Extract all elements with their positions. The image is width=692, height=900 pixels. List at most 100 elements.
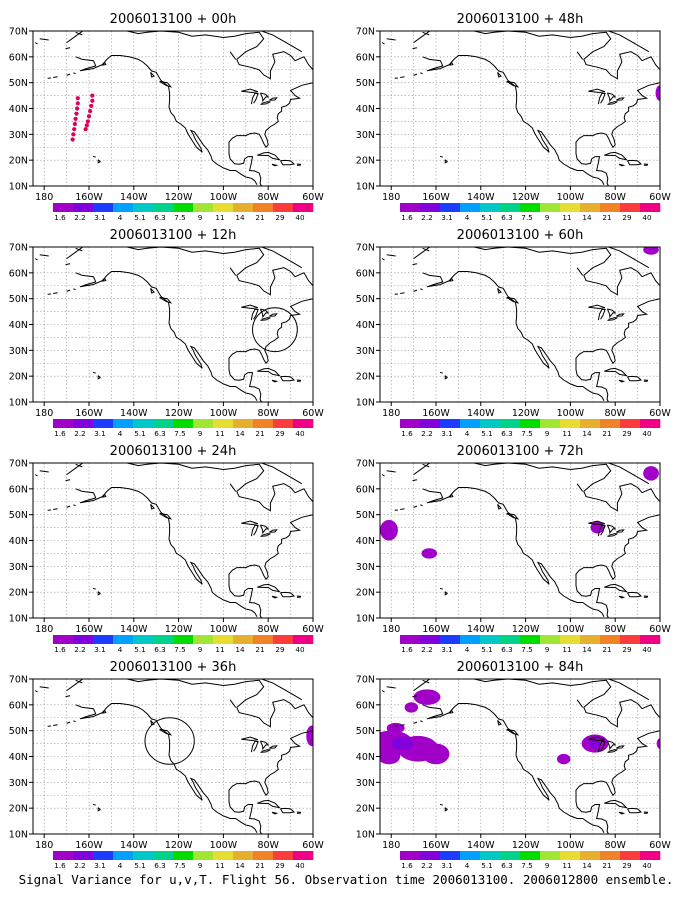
colorbar-swatch (253, 419, 274, 428)
coastline (422, 679, 430, 684)
colorbar-swatch (293, 635, 314, 644)
colorbar-label: 2.2 (421, 645, 432, 654)
coastline (413, 73, 418, 76)
colorbar-label: 3.1 (441, 861, 452, 870)
coastline (386, 38, 396, 41)
colorbar-swatch (273, 419, 294, 428)
y-tick-label: 60N (9, 268, 28, 279)
colorbar-swatch (420, 203, 441, 212)
map-panel: 2006013100 + 36h 180 160W 140W 120W 100W 80W 60… (9, 660, 325, 870)
coastline (604, 583, 628, 593)
coastline (439, 803, 443, 806)
y-tick-label: 50N (9, 726, 28, 737)
y-tick-label: 60N (9, 484, 28, 495)
x-tick-label: 180 (35, 840, 53, 851)
coastline (643, 163, 649, 166)
colorbar-swatch (640, 635, 661, 644)
x-tick-label: 140W (120, 408, 148, 419)
colorbar-label: 1.6 (401, 645, 413, 654)
y-tick-label: 10N (9, 182, 28, 193)
observation-dot (84, 123, 89, 128)
colorbar-swatch (480, 203, 501, 212)
map-area (33, 31, 313, 186)
coastline (400, 508, 405, 510)
coastline (259, 740, 270, 751)
colorbar-swatch (213, 851, 234, 860)
colorbar-label: 9 (198, 429, 203, 438)
coastline (506, 296, 520, 304)
coastline (92, 587, 96, 590)
coastline (627, 159, 643, 166)
coastline (260, 749, 271, 753)
coastline (66, 31, 313, 80)
observation-dot (75, 96, 80, 101)
colorbar-swatch (173, 635, 194, 644)
colorbar-swatch (133, 203, 154, 212)
coastline (618, 379, 626, 383)
coastline (448, 710, 454, 714)
coastline (39, 38, 49, 41)
coastline (280, 807, 296, 814)
map-panel: 2006013100 + 00h 180 160W 140W 120W 100W 80W 60… (9, 12, 325, 222)
colorbar-label: 1.6 (54, 645, 66, 654)
coastline (448, 494, 454, 498)
coastline (159, 80, 173, 88)
coastline (497, 71, 502, 78)
colorbar-label: 9 (545, 645, 550, 654)
colorbar-label: 21 (255, 213, 264, 222)
coastline (576, 51, 584, 60)
coastline (606, 740, 617, 751)
colorbar-swatch (233, 203, 254, 212)
y-tick-label: 50N (356, 726, 375, 737)
colorbar-label: 29 (622, 429, 632, 438)
x-tick-label: 60W (302, 840, 324, 851)
y-tick-label: 10N (356, 398, 375, 409)
colorbar-swatch (273, 203, 294, 212)
coastline (400, 76, 405, 78)
coastline (412, 263, 418, 266)
y-tick-label: 10N (9, 830, 28, 841)
colorbar-label: 3.1 (94, 645, 105, 654)
coastline (413, 505, 418, 508)
x-tick-label: 140W (120, 624, 148, 635)
observation-dot (88, 108, 93, 114)
y-tick-label: 70N (9, 459, 28, 470)
colorbar-label: 11 (215, 645, 224, 654)
coastline (444, 807, 449, 812)
coastline (606, 524, 617, 535)
x-tick-label: 120W (165, 624, 193, 635)
coastline (260, 101, 271, 105)
coastline (422, 271, 605, 401)
y-tick-label: 50N (9, 78, 28, 89)
colorbar-label: 5.1 (481, 429, 492, 438)
x-tick-label: 180 (35, 192, 53, 203)
coastline (53, 724, 58, 726)
coastline (296, 163, 302, 166)
map-panel: 2006013100 + 12h 180 160W 140W 120W 100W 80W 60… (9, 228, 325, 438)
colorbar-label: 4 (118, 429, 123, 438)
coastline (280, 591, 296, 598)
colorbar-swatch (400, 851, 421, 860)
coastline (75, 703, 258, 833)
x-tick-label: 120W (512, 840, 540, 851)
colorbar-label: 7.5 (521, 429, 532, 438)
x-tick-label: 100W (557, 408, 585, 419)
coastline (588, 88, 606, 94)
colorbar-label: 1.6 (401, 861, 413, 870)
coastline (420, 504, 423, 507)
colorbar-label: 1.6 (401, 429, 413, 438)
colorbar-label: 5.1 (481, 213, 492, 222)
colorbar-label: 14 (235, 645, 245, 654)
coastline (75, 31, 83, 36)
colorbar-label: 21 (602, 213, 611, 222)
colorbar-label: 2.2 (421, 213, 432, 222)
observation-dot (72, 121, 77, 127)
coastline (618, 595, 626, 599)
coastline (97, 807, 102, 812)
x-tick-label: 80W (604, 624, 626, 635)
colorbar-swatch (73, 419, 94, 428)
coastline (604, 151, 628, 161)
colorbar-label: 6.3 (154, 645, 165, 654)
colorbar-swatch (560, 851, 581, 860)
colorbar-label: 6.3 (501, 861, 512, 870)
